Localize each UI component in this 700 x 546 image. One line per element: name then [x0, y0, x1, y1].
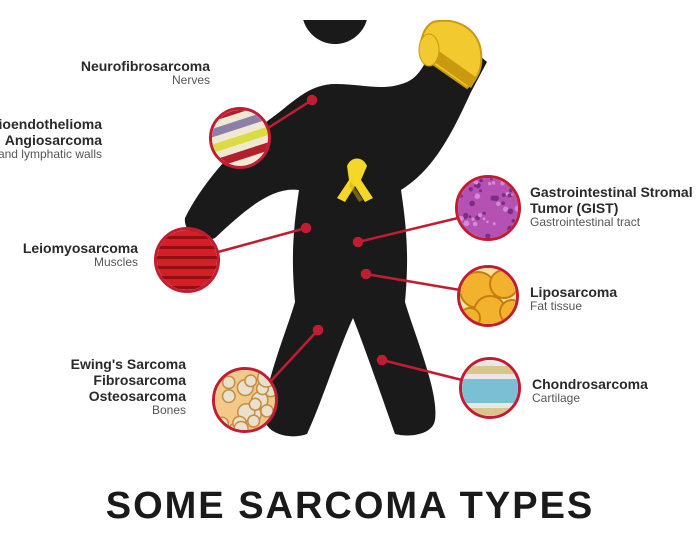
tissue-type: Nerves	[10, 74, 210, 88]
sarcoma-name: Hemangioendothelioma	[0, 116, 102, 132]
tissue-type: Cartilage	[532, 392, 648, 406]
tissue-circle-neurofibrosarcoma	[209, 107, 271, 169]
tissue-type: Fat tissue	[530, 300, 617, 314]
tissue-circle-chondrosarcoma	[459, 357, 521, 419]
sarcoma-name: Chondrosarcoma	[532, 376, 648, 392]
tissue-type: Vessel and lymphatic walls	[0, 148, 102, 162]
sarcoma-name: Tumor (GIST)	[530, 200, 693, 216]
sarcoma-name: Ewing's Sarcoma	[0, 356, 186, 372]
label-neurofibrosarcoma: NeurofibrosarcomaNerves	[10, 58, 210, 88]
label-chondrosarcoma: ChondrosarcomaCartilage	[532, 376, 648, 406]
sarcoma-name: Gastrointestinal Stromal	[530, 184, 693, 200]
sarcoma-name: Liposarcoma	[530, 284, 617, 300]
tissue-circle-leiomyosarcoma	[154, 227, 220, 293]
infographic-canvas: NeurofibrosarcomaNerves Hemangioendotheli…	[0, 0, 700, 546]
label-gist: Gastrointestinal StromalTumor (GIST)Gast…	[530, 184, 693, 230]
label-leiomyosarcoma: LeiomyosarcomaMuscles	[0, 240, 138, 270]
sarcoma-name: Angiosarcoma	[0, 132, 102, 148]
tissue-type: Bones	[0, 404, 186, 418]
tissue-circle-liposarcoma	[457, 265, 519, 327]
sarcoma-name: Fibrosarcoma	[0, 372, 186, 388]
infographic-title: SOME SARCOMA TYPES	[0, 485, 700, 528]
tissue-type: Gastrointestinal tract	[530, 216, 693, 230]
tissue-type: Muscles	[0, 256, 138, 270]
sarcoma-name: Leiomyosarcoma	[0, 240, 138, 256]
label-liposarcoma: LiposarcomaFat tissue	[530, 284, 617, 314]
label-hemangio: HemangioendotheliomaAngiosarcomaVessel a…	[0, 116, 102, 162]
tissue-circle-gist	[455, 175, 521, 241]
label-bones: Ewing's SarcomaFibrosarcomaOsteosarcomaB…	[0, 356, 186, 418]
sarcoma-name: Osteosarcoma	[0, 388, 186, 404]
sarcoma-name: Neurofibrosarcoma	[10, 58, 210, 74]
tissue-circle-bones	[212, 367, 278, 433]
